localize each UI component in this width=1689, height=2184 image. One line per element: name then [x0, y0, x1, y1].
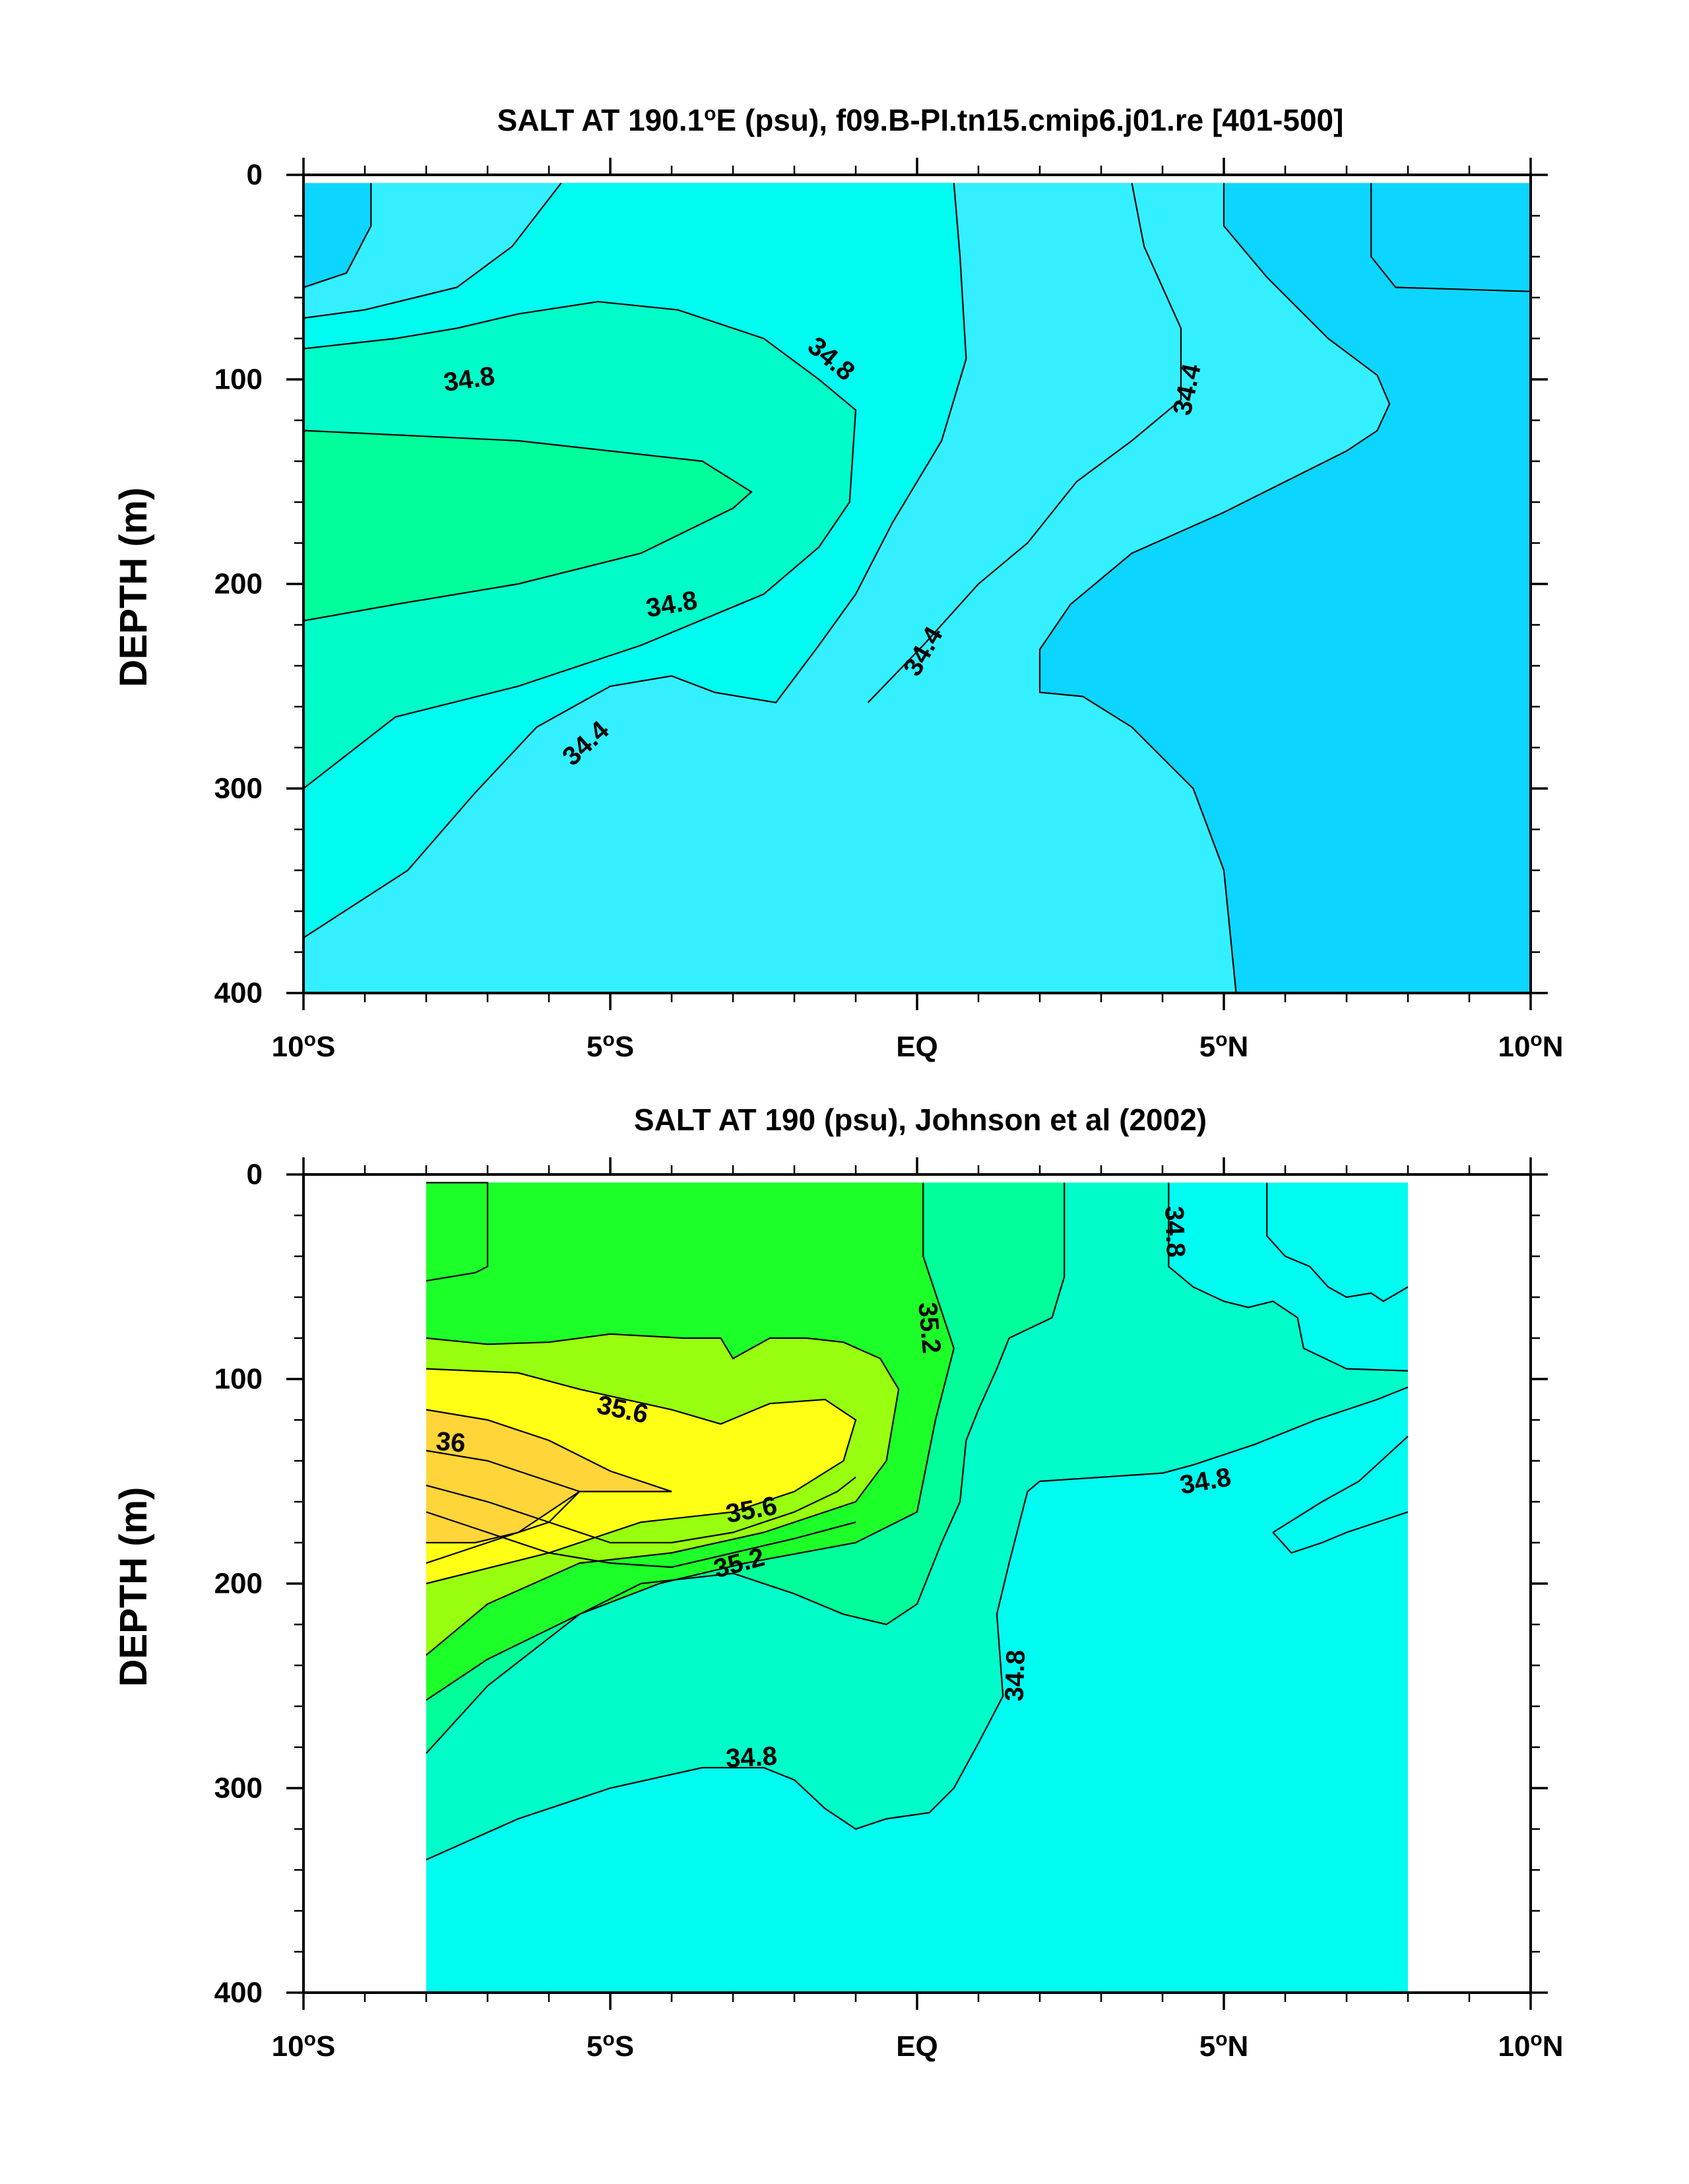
- y-tick-label: 300: [214, 773, 263, 805]
- x-tick-label: 10oS: [272, 2028, 336, 2063]
- chart-title: SALT AT 190.1oE (psu), f09.B-PI.tn15.cmi…: [497, 103, 1344, 138]
- contour-label: 36: [435, 1427, 466, 1458]
- y-tick-label: 100: [214, 1363, 263, 1396]
- x-tick-label: 10oN: [1498, 1029, 1563, 1064]
- y-tick-label: 0: [247, 1159, 263, 1191]
- y-tick-label: 400: [214, 977, 263, 1010]
- y-tick-label: 300: [214, 1772, 263, 1805]
- contour-label: 34.8: [1000, 1650, 1031, 1702]
- x-tick-label: 5oS: [587, 1029, 634, 1064]
- contour-label: 34.8: [725, 1741, 778, 1773]
- x-tick-label: 10oN: [1498, 2028, 1563, 2063]
- contour-label: 35.2: [912, 1301, 946, 1355]
- plot-area: 34.8 34.834.434.834.434.4: [303, 175, 1531, 993]
- contour-label: 34.8: [1159, 1205, 1190, 1258]
- chart-title: SALT AT 190 (psu), Johnson et al (2002): [634, 1103, 1207, 1137]
- y-axis-label: DEPTH (m): [112, 488, 155, 688]
- x-tick-label: 5oS: [587, 2028, 634, 2063]
- y-tick-label: 100: [214, 364, 263, 396]
- panel-model-salinity: SALT AT 190.1oE (psu), f09.B-PI.tn15.cmi…: [112, 103, 1564, 1064]
- contour-label-text: 36: [435, 1427, 466, 1458]
- x-tick-label: 10oS: [272, 1029, 336, 1064]
- contour-label-text: 34.8: [1000, 1650, 1031, 1702]
- contour-label-text: 34.8: [1159, 1205, 1190, 1258]
- x-tick-label: EQ: [896, 1031, 938, 1063]
- x-tick-label: EQ: [896, 2030, 938, 2063]
- panel-observed-salinity: SALT AT 190 (psu), Johnson et al (2002) …: [112, 1103, 1564, 2063]
- contour-label-text: 34.8: [725, 1741, 778, 1773]
- y-tick-label: 0: [247, 159, 263, 191]
- y-axis-label: DEPTH (m): [112, 1487, 155, 1687]
- y-tick-label: 200: [214, 1568, 263, 1600]
- y-tick-label: 400: [214, 1977, 263, 2009]
- y-tick-label: 200: [214, 568, 263, 600]
- x-tick-label: 5oN: [1199, 2028, 1249, 2063]
- contour-label-text: 35.2: [912, 1301, 946, 1355]
- x-tick-label: 5oN: [1199, 1029, 1249, 1064]
